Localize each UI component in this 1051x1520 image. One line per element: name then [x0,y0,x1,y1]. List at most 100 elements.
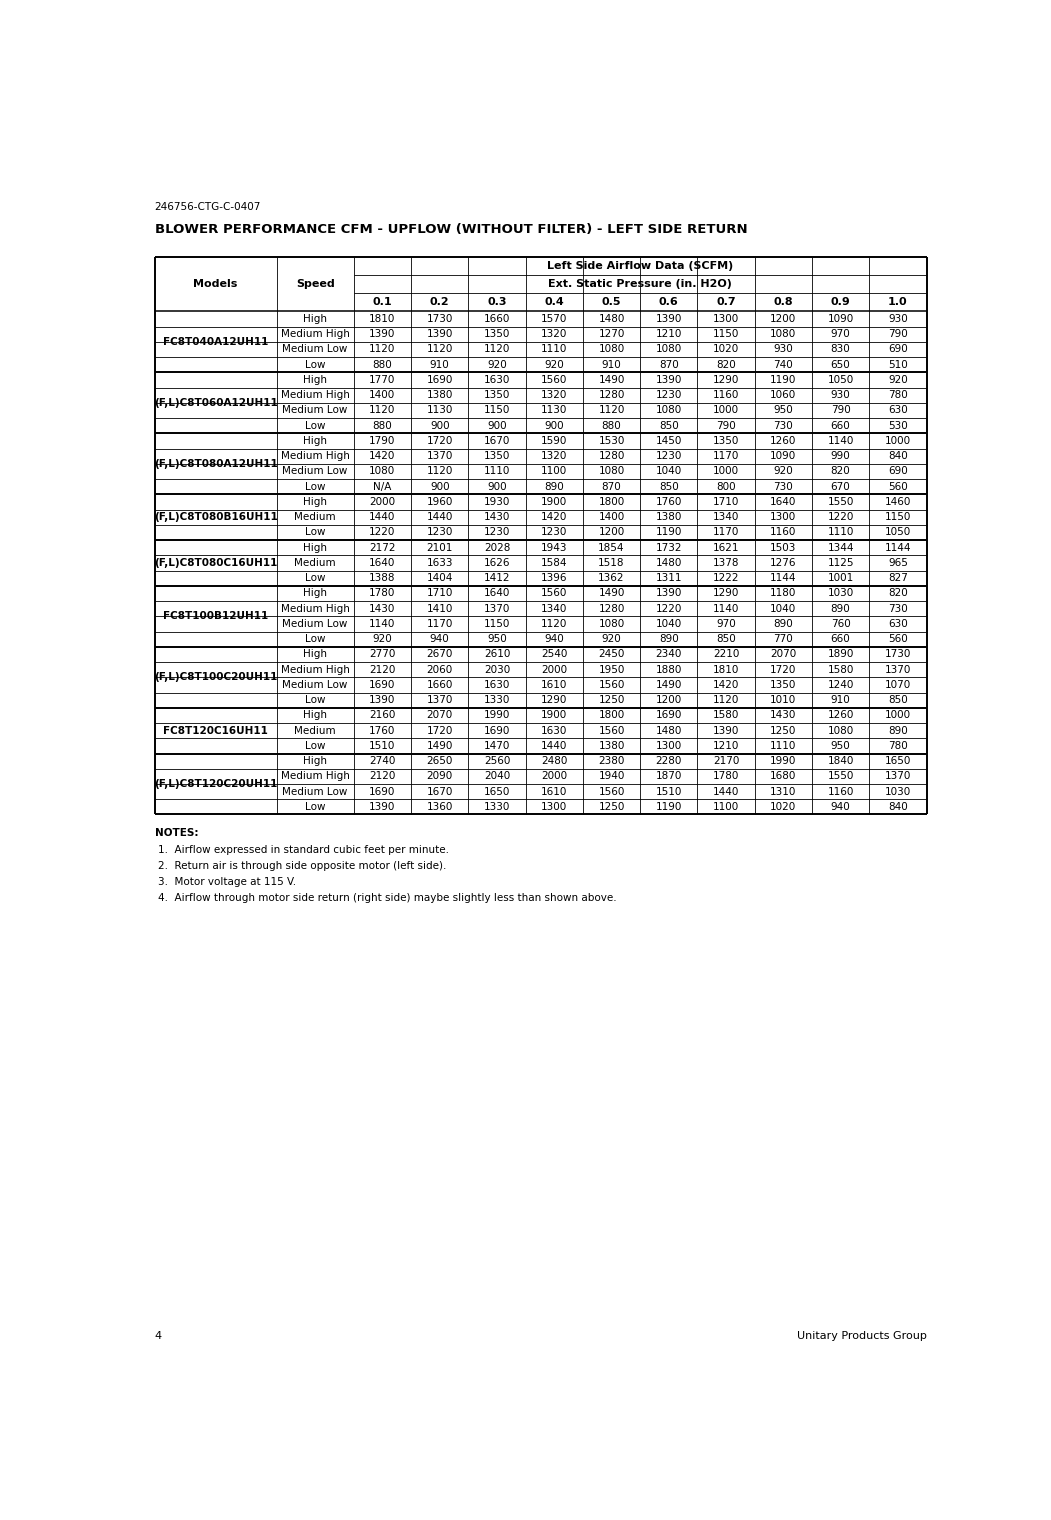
Text: 1990: 1990 [483,710,510,720]
Text: Ext. Static Pressure (in. H2O): Ext. Static Pressure (in. H2O) [549,280,733,289]
Text: High: High [303,649,327,660]
Text: 1290: 1290 [713,375,739,385]
Text: 790: 790 [888,330,908,339]
Text: 930: 930 [774,345,794,354]
Text: 1480: 1480 [656,558,682,568]
Text: 0.2: 0.2 [430,298,450,307]
Text: 800: 800 [716,482,736,491]
Text: Low: Low [305,740,326,751]
Text: 0.8: 0.8 [774,298,794,307]
Text: 1380: 1380 [598,740,624,751]
Text: 2560: 2560 [483,755,510,766]
Text: 1580: 1580 [713,710,739,720]
Text: 1633: 1633 [427,558,453,568]
Text: 1260: 1260 [827,710,853,720]
Text: 1770: 1770 [369,375,395,385]
Text: 1390: 1390 [369,330,395,339]
Text: 1370: 1370 [427,451,453,461]
Text: 1000: 1000 [885,710,911,720]
Text: 4: 4 [154,1332,162,1341]
Text: 790: 790 [716,421,736,430]
Text: 1610: 1610 [541,787,568,796]
Text: 890: 890 [888,725,908,736]
Text: 1140: 1140 [369,619,395,629]
Text: 880: 880 [601,421,621,430]
Text: 1760: 1760 [369,725,395,736]
Text: 1630: 1630 [541,725,568,736]
Text: 1020: 1020 [713,345,739,354]
Text: 2.  Return air is through side opposite motor (left side).: 2. Return air is through side opposite m… [159,860,447,871]
Text: 1200: 1200 [656,695,682,705]
Text: 965: 965 [888,558,908,568]
Text: 2060: 2060 [427,664,453,675]
Text: 2160: 2160 [369,710,395,720]
Text: 1200: 1200 [770,315,797,324]
Text: 780: 780 [888,391,908,400]
Text: 1420: 1420 [541,512,568,523]
Text: 1140: 1140 [827,436,853,445]
Text: 1510: 1510 [369,740,395,751]
Text: 0.5: 0.5 [602,298,621,307]
Text: 1732: 1732 [656,543,682,553]
Text: (F,L)C8T080C16UH11: (F,L)C8T080C16UH11 [153,558,277,568]
Text: 1120: 1120 [427,467,453,476]
Text: 1240: 1240 [827,679,853,690]
Text: 1090: 1090 [770,451,797,461]
Text: 1320: 1320 [541,330,568,339]
Text: 0.4: 0.4 [544,298,564,307]
Text: 1943: 1943 [541,543,568,553]
Text: Medium Low: Medium Low [283,787,348,796]
Text: 1810: 1810 [369,315,395,324]
Text: 940: 940 [430,634,450,644]
Text: 1800: 1800 [598,497,624,508]
Text: Medium: Medium [294,512,336,523]
Text: Low: Low [305,482,326,491]
Text: 850: 850 [659,421,679,430]
Text: Low: Low [305,421,326,430]
Text: 1350: 1350 [483,451,510,461]
Text: 0.1: 0.1 [373,298,392,307]
Text: 650: 650 [830,360,850,369]
Text: Medium High: Medium High [281,451,350,461]
Text: 1050: 1050 [885,527,911,538]
Text: 1344: 1344 [827,543,853,553]
Text: 1400: 1400 [598,512,624,523]
Text: 1300: 1300 [770,512,797,523]
Text: 2172: 2172 [369,543,395,553]
Text: 1120: 1120 [427,345,453,354]
Text: 1390: 1390 [713,725,739,736]
Text: Speed: Speed [295,280,334,289]
Text: 1640: 1640 [369,558,395,568]
Text: 1560: 1560 [598,725,624,736]
Text: 790: 790 [830,406,850,415]
Text: 2650: 2650 [427,755,453,766]
Text: 630: 630 [888,619,908,629]
Text: 900: 900 [544,421,564,430]
Text: 1020: 1020 [770,803,797,812]
Text: 1110: 1110 [541,345,568,354]
Text: 1626: 1626 [483,558,510,568]
Text: 1404: 1404 [427,573,453,584]
Text: 1250: 1250 [598,803,624,812]
Text: 0.7: 0.7 [716,298,736,307]
Text: 2000: 2000 [541,664,568,675]
Text: 1621: 1621 [713,543,739,553]
Text: 1480: 1480 [598,315,624,324]
Text: 1390: 1390 [656,315,682,324]
Text: 1670: 1670 [427,787,453,796]
Text: 1350: 1350 [713,436,739,445]
Text: 1760: 1760 [656,497,682,508]
Text: 1420: 1420 [369,451,395,461]
Text: 1030: 1030 [827,588,853,599]
Text: 1080: 1080 [598,619,624,629]
Text: 1110: 1110 [827,527,853,538]
Text: 1350: 1350 [770,679,797,690]
Text: 820: 820 [716,360,736,369]
Text: Medium High: Medium High [281,330,350,339]
Text: 2170: 2170 [713,755,739,766]
Text: 1854: 1854 [598,543,624,553]
Text: Medium Low: Medium Low [283,345,348,354]
Text: Medium High: Medium High [281,391,350,400]
Text: 880: 880 [372,421,392,430]
Text: 1470: 1470 [483,740,510,751]
